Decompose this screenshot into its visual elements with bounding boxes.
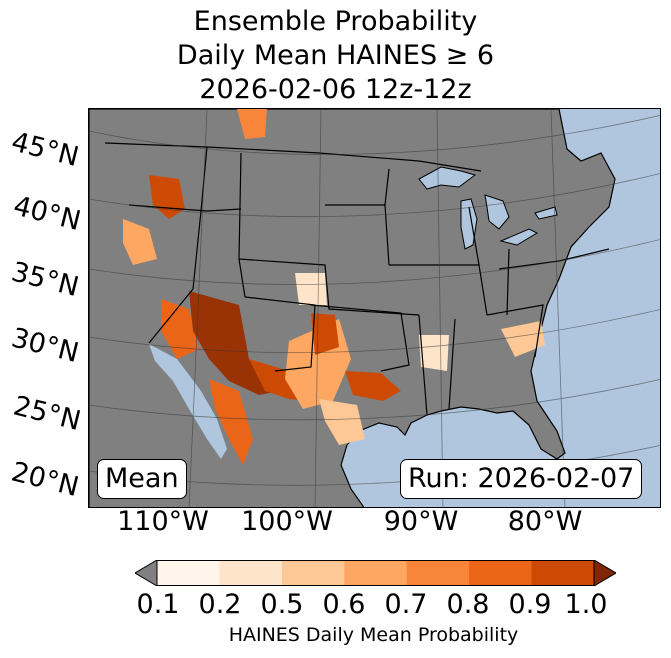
probability-shading	[123, 109, 545, 465]
colorbar-segment	[344, 560, 408, 586]
graticule	[89, 109, 660, 507]
lon-label-100: 100°W	[241, 506, 333, 537]
lake-michigan	[460, 198, 478, 250]
run-date-badge: Run: 2026-02-07	[400, 459, 643, 499]
map-canvas	[89, 109, 660, 507]
lat-label-45: 45°N	[8, 126, 82, 174]
colorbar-segment	[531, 560, 595, 586]
lat-label-30: 30°N	[8, 322, 82, 370]
colorbar-segment	[157, 560, 220, 586]
colorbar-tick: 0.8	[446, 589, 490, 620]
lon-label-80: 80°W	[507, 506, 583, 537]
lake-erie	[499, 228, 539, 246]
colorbar-tick: 0.1	[136, 589, 180, 620]
colorbar-tick: 0.2	[198, 589, 242, 620]
colorbar-segment	[281, 560, 345, 586]
colorbar-segment	[406, 560, 470, 586]
colorbar-tick: 0.7	[384, 589, 428, 620]
lat-label-25: 25°N	[10, 390, 84, 438]
hotspot-idaho	[237, 109, 267, 139]
lon-label-90: 90°W	[383, 506, 459, 537]
colorbar-over-arrow	[593, 560, 616, 586]
hotspot-louisiana	[419, 335, 449, 371]
lake-superior	[418, 166, 477, 190]
colorbar-label: HAINES Daily Mean Probability	[228, 624, 519, 646]
map-panel	[88, 108, 661, 508]
hotspot-california-n	[123, 219, 157, 265]
hotspot-nebraska	[295, 273, 327, 305]
colorbar-under-arrow	[135, 560, 158, 586]
hotspot-central-texas	[345, 371, 401, 401]
lat-label-35: 35°N	[8, 256, 82, 304]
hotspot-alabama	[501, 321, 545, 357]
colorbar	[135, 560, 616, 586]
hotspot-mexico	[209, 379, 253, 465]
hotspot-south-texas	[319, 399, 365, 445]
lake-ontario	[534, 206, 558, 220]
hotspot-oregon	[149, 175, 185, 219]
lon-label-110: 110°W	[117, 506, 209, 537]
lat-label-40: 40°N	[10, 190, 84, 238]
chart-title-line-1: Ensemble Probability	[193, 6, 478, 37]
colorbar-tick: 0.5	[260, 589, 304, 620]
gulf-of-california	[149, 344, 227, 459]
colorbar-tick: 0.6	[322, 589, 366, 620]
colorbar-tick: 1.0	[564, 589, 608, 620]
mean-badge: Mean	[97, 459, 187, 499]
state-borders	[104, 142, 610, 416]
lat-label-20: 20°N	[8, 456, 82, 504]
colorbar-segment	[469, 560, 533, 586]
chart-title-line-2: Daily Mean HAINES ≥ 6	[176, 40, 495, 71]
chart-title-line-3: 2026-02-06 12z-12z	[199, 74, 472, 105]
colorbar-segment	[219, 560, 283, 586]
colorbar-tick: 0.9	[508, 589, 552, 620]
hotspot-california-s	[161, 299, 199, 359]
